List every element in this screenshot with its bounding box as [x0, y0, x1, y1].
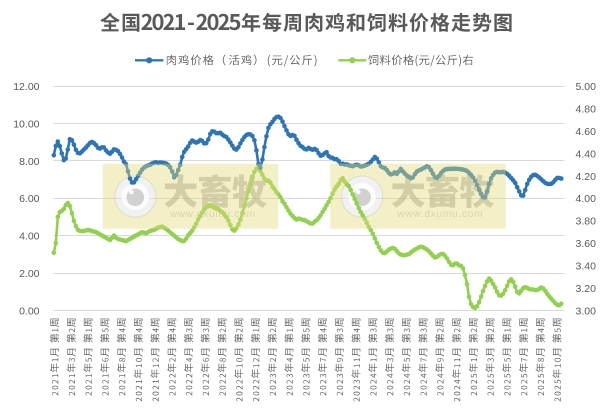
- svg-text:www.dxumu.com: www.dxumu.com: [396, 209, 483, 220]
- svg-text:8.00: 8.00: [19, 156, 40, 168]
- svg-text:www.dxumu.com: www.dxumu.com: [169, 209, 256, 220]
- svg-text:4.40: 4.40: [576, 148, 597, 160]
- svg-text:5.00: 5.00: [576, 81, 597, 93]
- svg-text:0.00: 0.00: [19, 306, 40, 318]
- svg-text:4.00: 4.00: [576, 193, 597, 205]
- svg-text:3.80: 3.80: [576, 216, 597, 228]
- svg-text:3.20: 3.20: [576, 283, 597, 295]
- svg-text:4.80: 4.80: [576, 103, 597, 115]
- svg-text:3.60: 3.60: [576, 238, 597, 250]
- svg-text:6.00: 6.00: [19, 193, 40, 205]
- svg-text:12.00: 12.00: [13, 81, 39, 93]
- svg-text:2.00: 2.00: [19, 268, 40, 280]
- svg-text:4.60: 4.60: [576, 126, 597, 138]
- svg-text:4.00: 4.00: [19, 231, 40, 243]
- svg-text:10.00: 10.00: [13, 118, 39, 130]
- svg-text:3.40: 3.40: [576, 261, 597, 273]
- svg-text:3.00: 3.00: [576, 306, 597, 318]
- svg-text:4.20: 4.20: [576, 171, 597, 183]
